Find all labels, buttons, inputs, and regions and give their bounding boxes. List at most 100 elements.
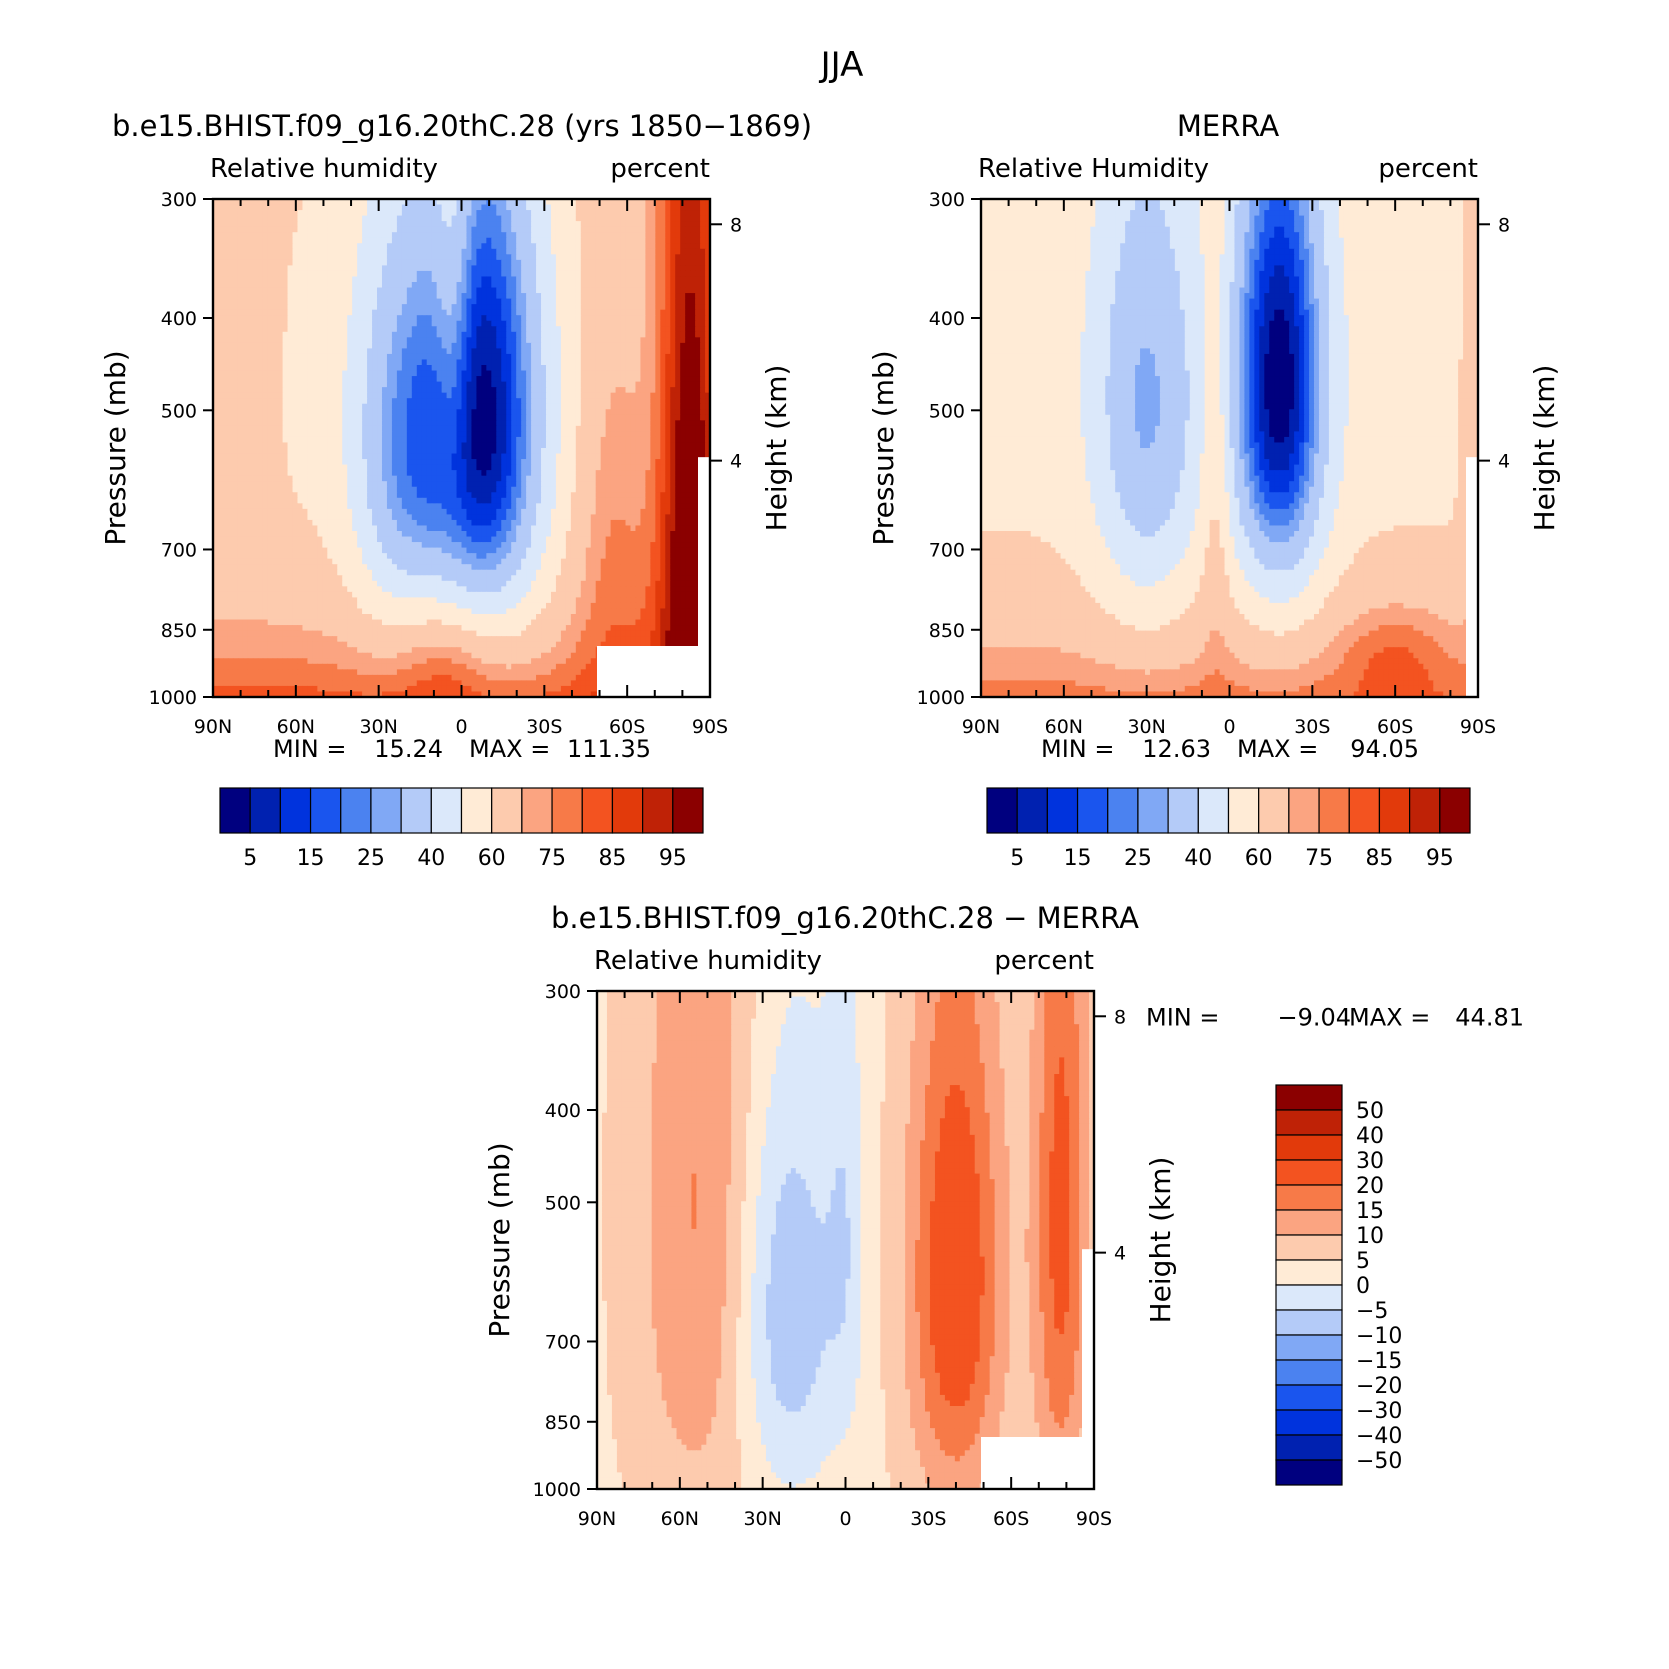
colorbar-label: −5 <box>1356 1299 1388 1324</box>
colorbar-label: −20 <box>1356 1374 1402 1399</box>
colorbar-swatch <box>1078 788 1108 833</box>
y-tick-label: 300 <box>161 189 197 211</box>
y-tick-label: 1000 <box>533 1479 581 1501</box>
colorbar-label: 40 <box>1184 846 1212 871</box>
max-label: MAX = <box>1349 1003 1430 1031</box>
y-tick-label: 500 <box>929 400 965 422</box>
x-tick-label: 0 <box>839 1508 851 1530</box>
colorbar-swatch <box>431 788 461 833</box>
variable-label: Relative humidity <box>594 946 822 976</box>
colorbar-label: 0 <box>1356 1274 1370 1299</box>
colorbar-swatch <box>1276 1285 1342 1310</box>
x-tick-label: 90S <box>1460 716 1496 738</box>
x-tick-label: 90N <box>578 1508 616 1530</box>
y2-axis: 84 Height (km) <box>1478 214 1561 531</box>
colorbar-label: 40 <box>417 846 445 871</box>
x-tick-label: 30N <box>743 1508 781 1530</box>
y-tick-label: 700 <box>161 539 197 561</box>
colorbar-swatch <box>1349 788 1379 833</box>
colorbar-label: 85 <box>598 846 626 871</box>
colorbar-label: 85 <box>1365 846 1393 871</box>
y2-tick-label: 8 <box>1498 214 1510 236</box>
colorbar-swatch <box>612 788 642 833</box>
variable-label: Relative Humidity <box>978 154 1209 184</box>
colorbar-label: −10 <box>1356 1324 1402 1349</box>
colorbar-label: 15 <box>297 846 325 871</box>
y-tick-label: 300 <box>545 981 581 1003</box>
y2-tick-label: 4 <box>1114 1243 1126 1265</box>
colorbar-swatch <box>987 788 1017 833</box>
panel-model: b.e15.BHIST.f09_g16.20thC.28 (yrs 1850−1… <box>99 109 812 871</box>
colorbar-swatch <box>462 788 492 833</box>
colorbar-swatch <box>1276 1085 1342 1110</box>
max-label: MAX = <box>1237 735 1318 763</box>
min-value: −9.04 <box>1277 1003 1351 1031</box>
panel-title: b.e15.BHIST.f09_g16.20thC.28 (yrs 1850−1… <box>112 109 812 143</box>
colorbar-label: −50 <box>1356 1449 1402 1474</box>
colorbar-swatch <box>1276 1385 1342 1410</box>
colorbar-swatch <box>1108 788 1138 833</box>
colorbar-swatch <box>1276 1110 1342 1135</box>
x-tick-label: 60N <box>661 1508 699 1530</box>
colorbar-swatch <box>1276 1335 1342 1360</box>
colorbar-swatch <box>1319 788 1349 833</box>
max-value: 44.81 <box>1455 1003 1524 1031</box>
x-tick-label: 90N <box>962 716 1000 738</box>
y-tick-label: 300 <box>929 189 965 211</box>
y2-tick-label: 4 <box>730 451 742 473</box>
colorbar-swatch <box>371 788 401 833</box>
panel-title: b.e15.BHIST.f09_g16.20thC.28 − MERRA <box>551 901 1139 935</box>
colorbar-swatch <box>1198 788 1228 833</box>
colorbar-label: −15 <box>1356 1349 1402 1374</box>
panel-diff: b.e15.BHIST.f09_g16.20thC.28 − MERRA Rela… <box>483 901 1524 1530</box>
colorbar-label: 25 <box>357 846 385 871</box>
y-tick-label: 850 <box>929 620 965 642</box>
colorbar-swatch <box>1168 788 1198 833</box>
x-tick-label: 90S <box>1076 1508 1112 1530</box>
colorbar-label: 75 <box>538 846 566 871</box>
colorbar-label: 5 <box>1356 1249 1370 1274</box>
colorbar-label: 60 <box>478 846 506 871</box>
y2-axis-title: Height (km) <box>760 365 793 532</box>
colorbar-swatch <box>220 788 250 833</box>
colorbar-swatch <box>1276 1235 1342 1260</box>
colorbar-swatch <box>1259 788 1289 833</box>
y2-axis-title: Height (km) <box>1144 1157 1177 1324</box>
y-tick-label: 850 <box>161 620 197 642</box>
colorbar-swatch <box>1410 788 1440 833</box>
y-tick-label: 400 <box>545 1100 581 1122</box>
y-tick-label: 400 <box>161 308 197 330</box>
min-max-stats: MIN = 15.24 MAX = 111.35 <box>273 735 651 763</box>
x-tick-label: 90S <box>692 716 728 738</box>
colorbar-label: 50 <box>1356 1099 1384 1124</box>
colorbar-label: 20 <box>1356 1174 1384 1199</box>
x-tick-label: 0 <box>455 716 467 738</box>
colorbar-swatch <box>1276 1310 1342 1335</box>
x-tick-label: 90N <box>194 716 232 738</box>
figure-title: JJA <box>819 45 864 85</box>
colorbar-swatch <box>1276 1185 1342 1210</box>
max-value: 111.35 <box>567 735 651 763</box>
colorbar-swatch <box>1440 788 1470 833</box>
colorbar-label: −30 <box>1356 1399 1402 1424</box>
min-value: 15.24 <box>374 735 443 763</box>
colorbar-label: 25 <box>1124 846 1152 871</box>
y-tick-label: 700 <box>929 539 965 561</box>
min-label: MIN = <box>1041 735 1114 763</box>
colorbar-swatch <box>341 788 371 833</box>
colorbar-swatch <box>1276 1360 1342 1385</box>
colorbar-label: 5 <box>1010 846 1024 871</box>
x-tick-label: 60S <box>993 1508 1029 1530</box>
y-axis-title: Pressure (mb) <box>483 1142 516 1337</box>
colorbar-swatch <box>1276 1460 1342 1485</box>
missing-data-edge <box>1082 1249 1094 1489</box>
colorbar-swatch <box>250 788 280 833</box>
units-label: percent <box>994 946 1094 976</box>
colorbar-label: 15 <box>1064 846 1092 871</box>
colorbar-swatch <box>1017 788 1047 833</box>
